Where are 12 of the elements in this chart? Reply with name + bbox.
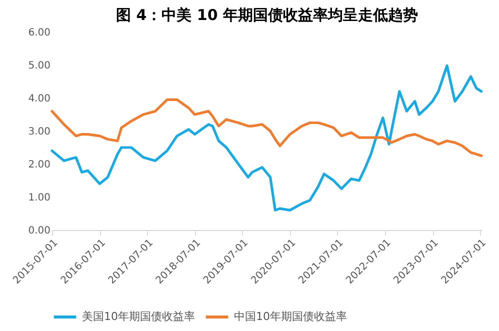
chart-title: 图 4：中美 10 年期国债收益率均呈走低趋势 — [116, 6, 418, 24]
y-tick-label: 3.00 — [28, 126, 50, 138]
y-tick-label: 4.00 — [28, 94, 50, 104]
y-tick-label: 5.00 — [28, 60, 50, 72]
y-tick-label: 0.00 — [28, 226, 50, 236]
y-tick-label: 2.00 — [28, 160, 50, 170]
line-series — [50, 64, 483, 212]
y-tick-label: 1.00 — [28, 192, 50, 204]
legend-label: 中国10年期国债收益率 — [234, 310, 347, 323]
legend-label: 美国10年期国债收益率 — [82, 310, 195, 323]
line-series — [50, 98, 483, 158]
y-tick-label: 6.00 — [28, 28, 50, 38]
